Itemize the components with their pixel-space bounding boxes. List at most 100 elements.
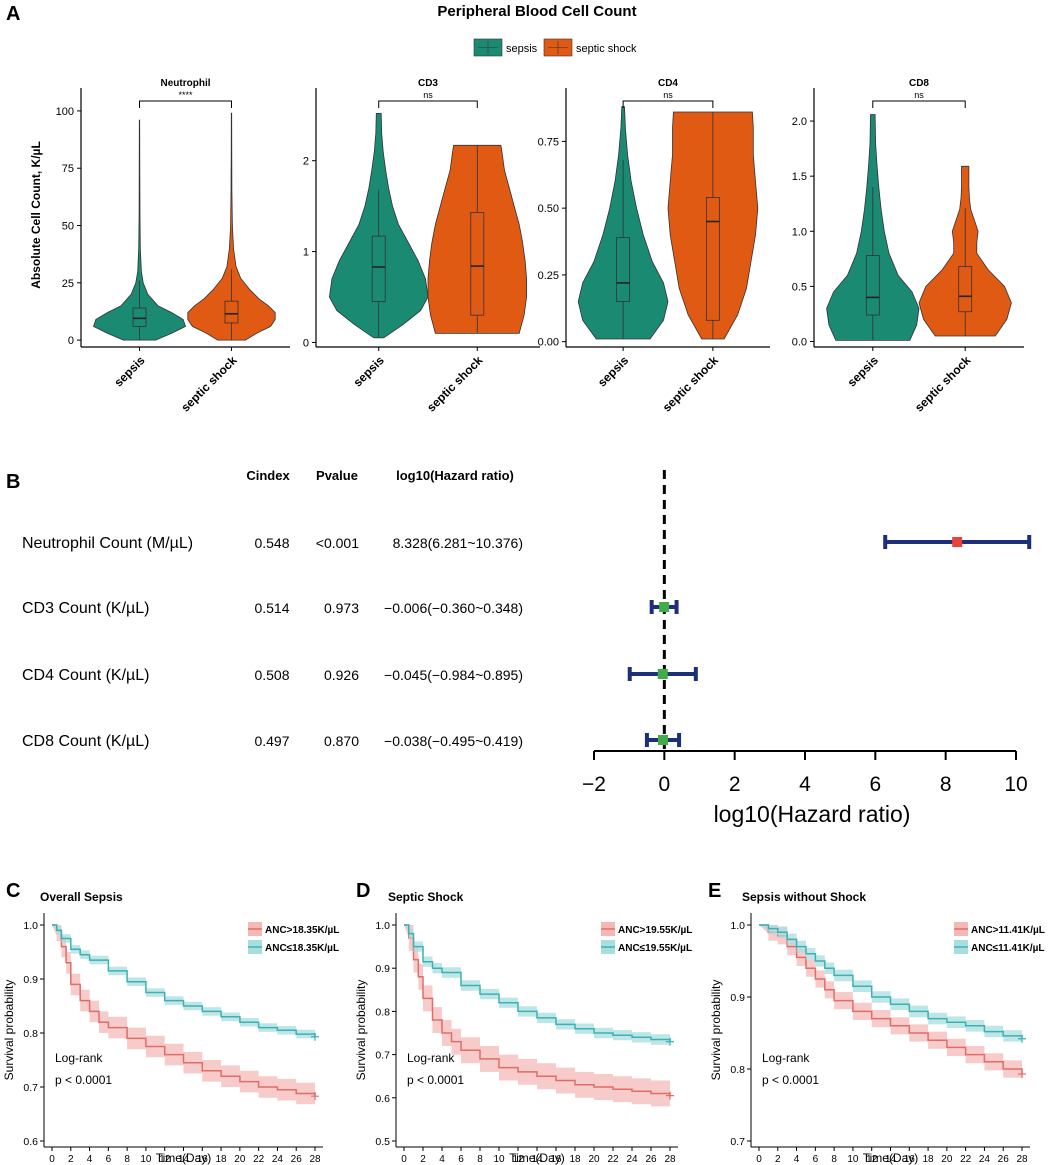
x-tick-label: 0 [756, 1154, 762, 1165]
km-chart-sepsis-without-shock: 0.70.80.91.00 2 4 6 8 10 12 14 16 18 20 22 24 26 28Tim… [709, 913, 1045, 1165]
legend-label-red: ANC>19.55K/µL [618, 925, 692, 936]
x-tick-label: 22 [253, 1154, 265, 1165]
forest-row-hr-text: 8.328(6.281~10.376) [393, 535, 523, 551]
forest-header-pvalue: Pvalue [316, 468, 358, 483]
y-tick-label: 0.75 [538, 136, 559, 148]
x-tick-label: 18 [216, 1154, 228, 1165]
x-tick-label: 18 [923, 1154, 935, 1165]
y-tick-label: 1.0 [792, 226, 807, 238]
y-tick-label: 1.0 [730, 920, 745, 932]
estimate-point [659, 602, 670, 612]
significance-bracket [139, 100, 232, 108]
significance-label: ns [914, 90, 924, 100]
estimate-point [657, 735, 668, 745]
logrank-pvalue: p < 0.0001 [55, 1073, 112, 1087]
forest-row-hr-text: −0.045(−0.984~0.895) [384, 667, 523, 683]
x-tick-label: 0 [658, 773, 670, 796]
panel-a-letter: A [6, 3, 20, 25]
survival-panels: 0.60.70.80.91.00 2 4 6 8 10 12 14 16 18 20 22 24 26 28… [2, 913, 1045, 1165]
panel-c-letter: C [6, 880, 20, 902]
x-tick-label: 6 [869, 773, 881, 796]
forest-row-1: Neutrophil Count (M/µL) 0.548 <0.001 8.328(… [22, 535, 1032, 552]
x-tick-label: 24 [272, 1154, 284, 1165]
x-tick-label: 4 [439, 1154, 445, 1165]
x-tick-label: septic shock [178, 353, 240, 415]
y-tick-label: 1.5 [792, 171, 807, 183]
forest-plot: Neutrophil Count (M/µL) 0.548 <0.001 8.328(… [22, 470, 1032, 796]
x-tick-label: 2 [68, 1154, 74, 1165]
forest-row-label: CD3 Count (K/µL) [22, 600, 149, 617]
significance-bracket [622, 100, 714, 108]
x-tick-label: 14 [178, 1154, 190, 1165]
x-tick-label: 20 [234, 1154, 246, 1165]
x-tick-label: 8 [477, 1154, 483, 1165]
y-tick-label: 0 [303, 337, 309, 349]
y-tick-label: 0.9 [730, 992, 745, 1004]
panel-a-ylabel: Absolute Cell Count, K/µL [29, 141, 43, 289]
y-tick-label: 2.0 [792, 116, 807, 128]
y-tick-label: 75 [62, 163, 74, 175]
x-tick-label: 10 [1004, 773, 1027, 796]
logrank-pvalue: p < 0.0001 [407, 1073, 464, 1087]
panel-d-title: Septic Shock [388, 890, 464, 904]
x-tick-label: 22 [607, 1154, 619, 1165]
logrank-pvalue: p < 0.0001 [762, 1073, 819, 1087]
x-tick-label: 22 [960, 1154, 972, 1165]
forest-row-label: Neutrophil Count (M/µL) [22, 535, 193, 552]
x-tick-label: 6 [813, 1154, 819, 1165]
logrank-label: Log-rank [407, 1051, 455, 1065]
y-tick-label: 0.25 [538, 270, 559, 282]
violin-title: CD3 [418, 78, 438, 89]
y-tick-label: 0.7 [730, 1136, 745, 1148]
x-tick-label: 12 [159, 1154, 171, 1165]
x-tick-label: 12 [512, 1154, 524, 1165]
x-tick-label: sepsis [351, 353, 388, 390]
y-tick-label: 50 [62, 221, 74, 233]
logrank-label: Log-rank [762, 1051, 810, 1065]
y-tick-label: 0 [68, 335, 74, 347]
x-tick-label: 10 [847, 1154, 859, 1165]
censor-mark [311, 1032, 319, 1041]
x-axis-label: Time(Day) [863, 1151, 919, 1165]
box-sepsis [132, 307, 147, 327]
violin-title: CD4 [658, 78, 678, 89]
x-tick-label: 24 [979, 1154, 991, 1165]
y-tick-label: 0.8 [375, 1006, 390, 1018]
significance-label: ns [423, 90, 433, 100]
x-tick-label: 20 [941, 1154, 953, 1165]
y-tick-label: 0.5 [792, 281, 807, 293]
forest-row-pvalue: 0.926 [324, 667, 359, 683]
confidence-band-red [759, 925, 1022, 1083]
x-tick-label: 4 [794, 1154, 800, 1165]
confidence-band-red [404, 925, 670, 1109]
x-tick-label: septic shock [912, 353, 974, 415]
x-tick-label: 28 [309, 1154, 321, 1165]
y-tick-label: 25 [62, 278, 74, 290]
panel-e-letter: E [708, 880, 721, 902]
panel-a-legend: sepsis septic shock [473, 38, 637, 57]
x-tick-label: 8 [831, 1154, 837, 1165]
forest-row-pvalue: 0.870 [324, 733, 359, 749]
x-tick-label: 20 [588, 1154, 600, 1165]
forest-row-label: CD4 Count (K/µL) [22, 667, 149, 684]
forest-row-pvalue: <0.001 [316, 535, 359, 551]
y-tick-label: 0.6 [23, 1136, 38, 1148]
panel-a-title: Peripheral Blood Cell Count [437, 3, 636, 20]
forest-row-hr-text: −0.038(−0.495~0.419) [384, 733, 523, 749]
legend-label-teal: ANC≤19.55K/µL [618, 943, 692, 954]
forest-header-hr: log10(Hazard ratio) [396, 468, 514, 483]
forest-row-cindex: 0.497 [254, 733, 289, 749]
panel-c-title: Overall Sepsis [40, 890, 123, 904]
y-tick-label: 0.8 [23, 1028, 38, 1040]
x-axis-label: Time(Day) [509, 1151, 565, 1165]
y-axis-label: Survival probability [354, 980, 368, 1081]
legend-label-septic-shock: septic shock [576, 43, 637, 55]
x-tick-label: 16 [904, 1154, 916, 1165]
legend-label-sepsis: sepsis [506, 43, 538, 55]
legend-label-red: ANC>18.35K/µL [265, 925, 339, 936]
y-tick-label: 0.7 [23, 1082, 38, 1094]
x-tick-label: septic shock [424, 353, 486, 415]
box-septic-shock [705, 197, 720, 321]
